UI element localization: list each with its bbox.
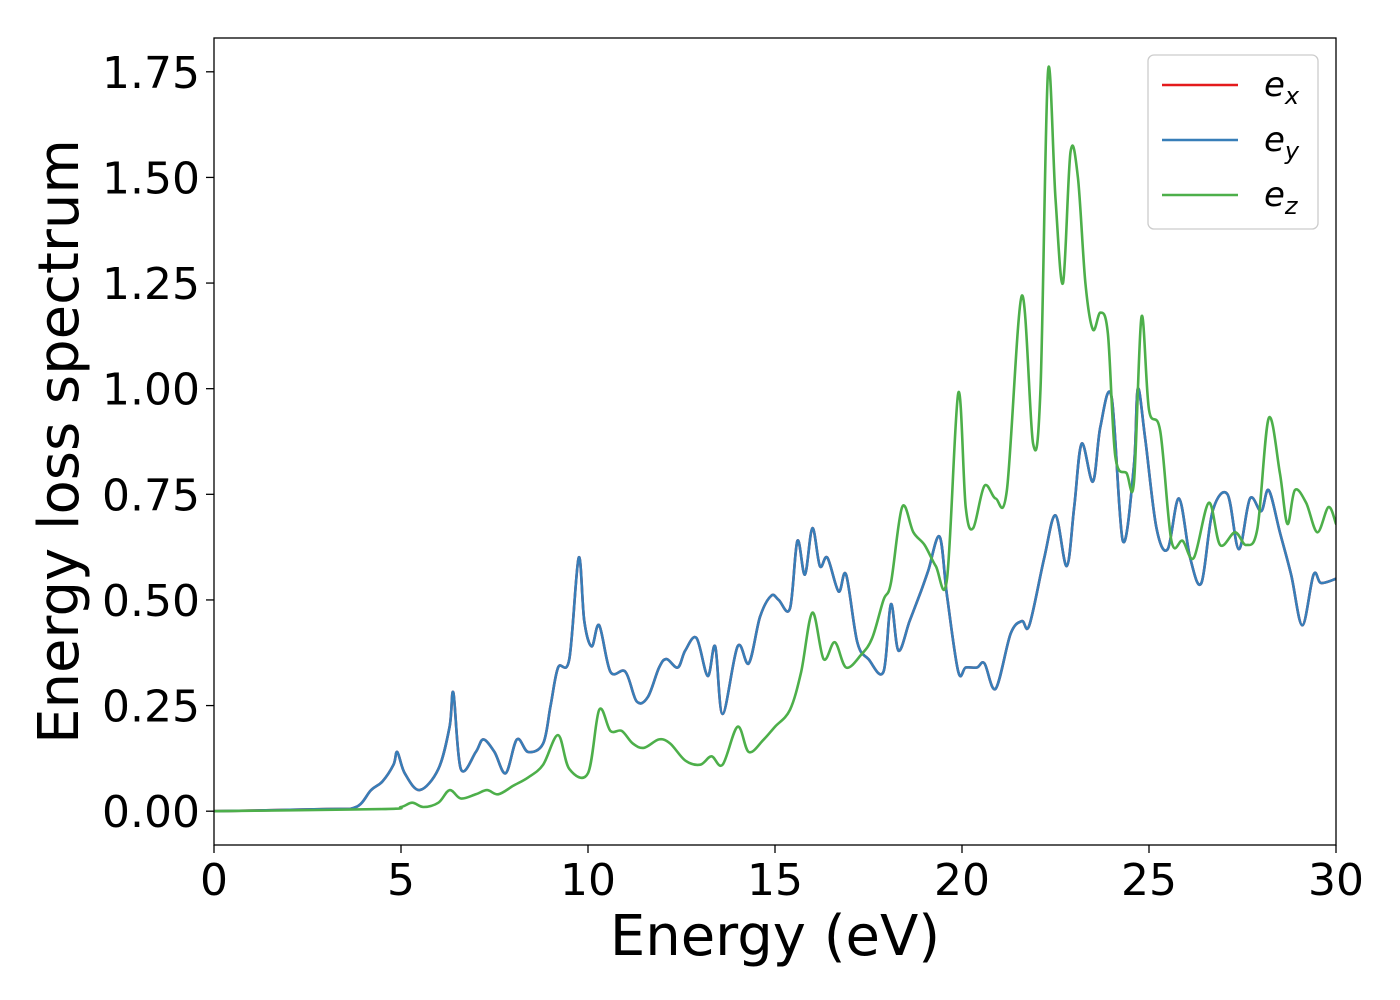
y-tick-label: 0.75 [102, 470, 200, 521]
series-layer [214, 65, 1336, 813]
y-tick-label: 0.00 [102, 787, 200, 838]
y-axis-label: Energy loss spectrum [27, 139, 92, 744]
y-tick-label: 1.00 [102, 365, 200, 416]
y-tick-label: 1.75 [102, 48, 200, 99]
y-tick-label: 1.25 [102, 259, 200, 310]
x-tick-label: 25 [1121, 855, 1177, 906]
legend-frame [1147, 54, 1319, 230]
x-tick-label: 10 [560, 855, 616, 906]
series-line-ez [214, 65, 1336, 813]
x-tick-label: 0 [200, 855, 228, 906]
x-tick-label: 5 [387, 855, 415, 906]
y-tick-label: 0.25 [102, 682, 200, 733]
x-axis: 0 5 10 15 20 25 30 [200, 845, 1364, 906]
x-tick-label: 30 [1308, 855, 1364, 906]
series-line-ey [214, 387, 1336, 813]
y-axis: 0.00 0.25 0.50 0.75 1.00 1.25 1.50 1.75 [102, 48, 214, 838]
x-tick-label: 20 [934, 855, 990, 906]
y-tick-label: 1.50 [102, 153, 200, 204]
x-axis-label: Energy (eV) [610, 904, 940, 969]
x-tick-label: 15 [747, 855, 803, 906]
y-tick-label: 0.50 [102, 576, 200, 627]
